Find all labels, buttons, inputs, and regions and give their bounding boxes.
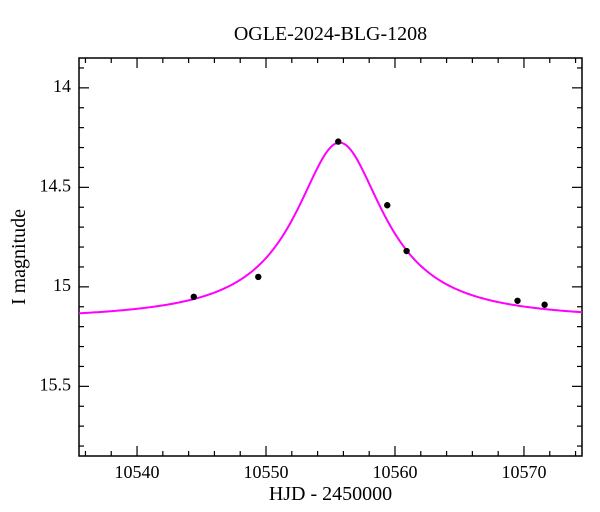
data-points (191, 138, 548, 308)
data-point (335, 138, 341, 144)
chart-container: OGLE-2024-BLG-1208 HJD - 2450000 I magni… (0, 0, 600, 512)
y-ticks: 14 14.5 15 15.5 (40, 68, 583, 446)
data-point (191, 294, 197, 300)
x-ticks: 10540 10550 10560 10570 (85, 58, 575, 482)
data-point (514, 298, 520, 304)
axes-box (79, 58, 582, 456)
chart-title: OGLE-2024-BLG-1208 (234, 23, 427, 45)
svg-text:10570: 10570 (501, 462, 546, 482)
model-curve (79, 143, 582, 314)
data-point (255, 274, 261, 280)
svg-text:15: 15 (53, 275, 71, 295)
svg-text:10540: 10540 (115, 462, 160, 482)
lightcurve-chart: OGLE-2024-BLG-1208 HJD - 2450000 I magni… (0, 0, 600, 512)
svg-text:14: 14 (53, 76, 71, 96)
svg-text:10560: 10560 (372, 462, 417, 482)
svg-text:10550: 10550 (244, 462, 289, 482)
svg-text:15.5: 15.5 (40, 374, 72, 394)
data-point (384, 202, 390, 208)
y-axis-label: I magnitude (8, 209, 30, 305)
x-axis-label: HJD - 2450000 (269, 483, 392, 505)
data-point (541, 302, 547, 308)
data-point (403, 248, 409, 254)
svg-text:14.5: 14.5 (40, 175, 72, 195)
